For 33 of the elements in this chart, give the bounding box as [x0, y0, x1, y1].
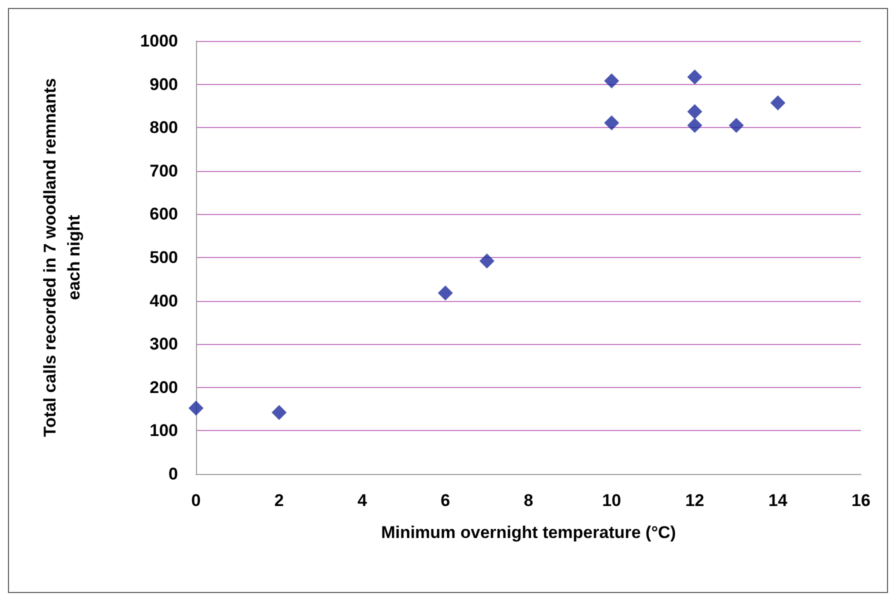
y-tick-label: 300	[150, 334, 178, 354]
point	[188, 400, 204, 416]
x-tick-label: 10	[602, 491, 622, 510]
y-tick-label: 200	[150, 378, 178, 397]
x-tick-label: 4	[358, 491, 368, 510]
x-tick-label: 0	[191, 491, 201, 510]
y-tick-label: 1000	[140, 32, 178, 50]
point	[687, 104, 702, 120]
point	[272, 405, 287, 420]
y-tick-label: 0	[168, 464, 178, 484]
y-tick-label: 900	[150, 74, 178, 94]
point	[728, 118, 744, 133]
x-tick-label: 16	[852, 491, 870, 510]
point	[604, 115, 620, 130]
point	[604, 73, 620, 88]
point	[770, 95, 786, 110]
y-tick-label: 800	[150, 118, 178, 138]
point	[438, 286, 453, 301]
y-axis-title: Total calls recorded in 7 woodland remnants each night	[40, 78, 84, 437]
y-tick-label: 100	[150, 421, 178, 440]
x-tick-label: 8	[524, 491, 534, 510]
x-axis-title: Minimum overnight temperature (°C)	[381, 523, 676, 542]
y-tick-label: 600	[150, 204, 178, 224]
point	[479, 253, 494, 268]
point	[687, 118, 702, 133]
x-tick-label: 14	[768, 491, 788, 510]
x-tick-label: 12	[685, 491, 704, 510]
x-tick-label: 2	[274, 491, 284, 510]
x-tick-label: 6	[440, 491, 450, 510]
y-tick-label: 700	[150, 161, 178, 180]
point	[687, 69, 702, 84]
y-tick-label: 500	[150, 248, 178, 267]
y-tick-label: 400	[150, 291, 178, 310]
